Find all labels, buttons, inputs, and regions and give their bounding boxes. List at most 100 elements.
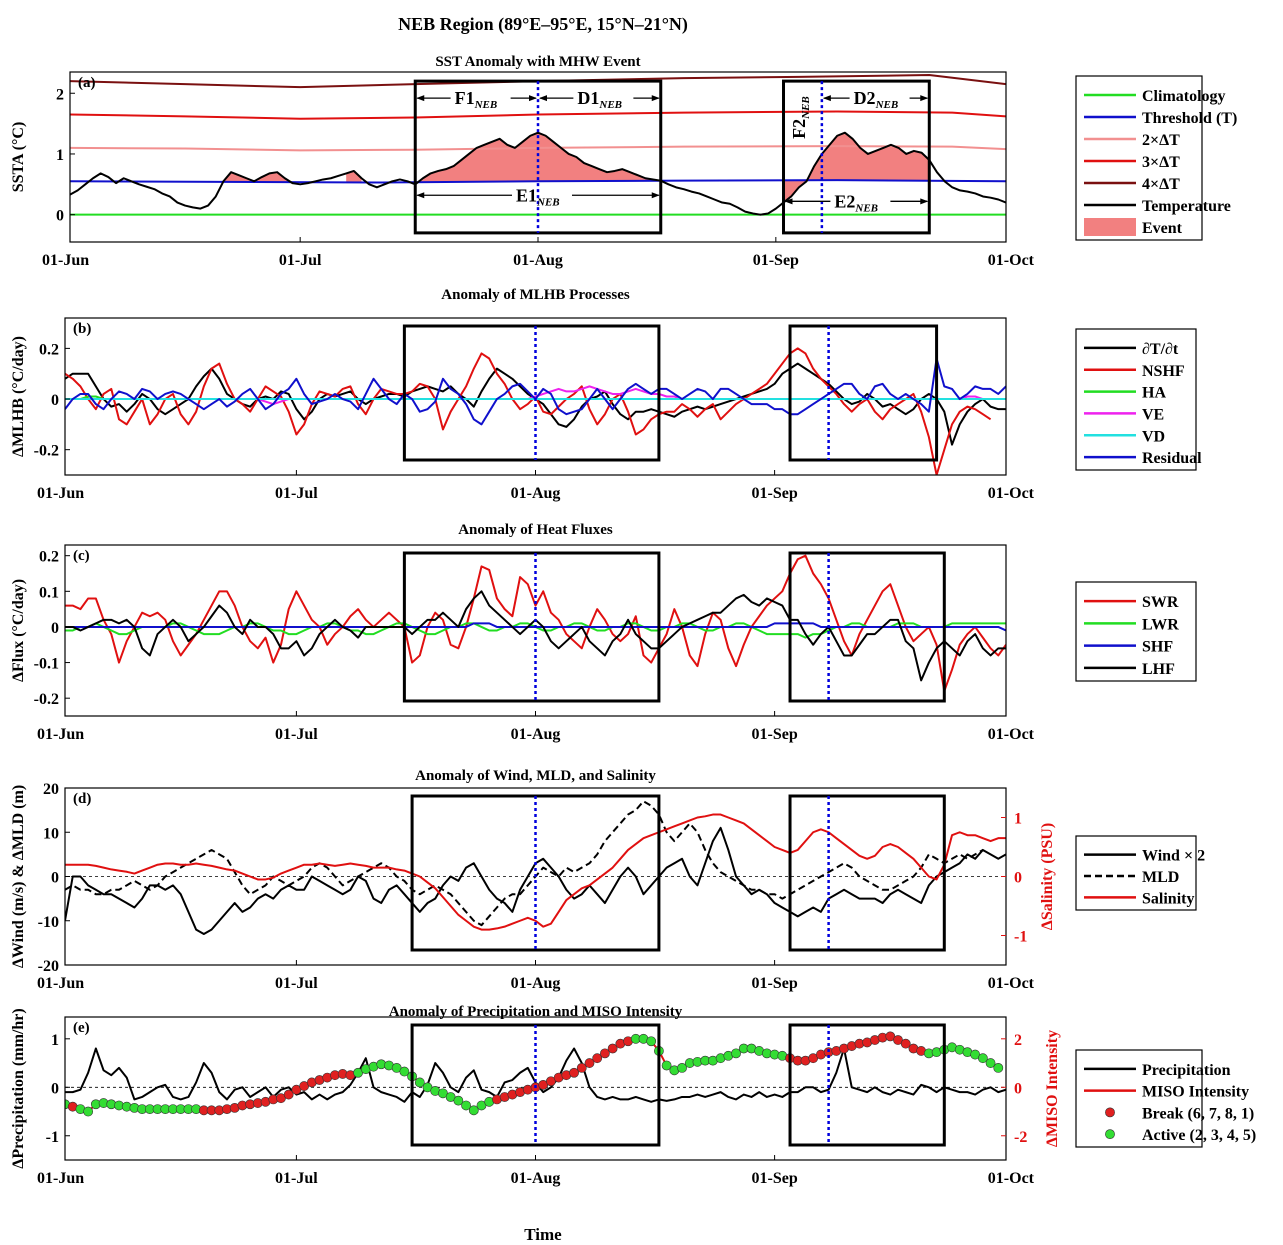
legend-box (1075, 1049, 1203, 1148)
y-tick-label: -10 (38, 914, 59, 931)
legend-entry: LHF (1084, 661, 1175, 678)
legend-label: Salinity (1142, 890, 1194, 907)
series-line-threshold-t- (70, 179, 1006, 184)
plot-area (65, 554, 1006, 693)
annotation-label: F1NEB (455, 88, 498, 111)
legend-label: 3×ΔT (1142, 154, 1180, 171)
x-tick-label: 01-Sep (751, 485, 797, 502)
annotation-subscript: NEB (800, 96, 812, 120)
y-right-tick-label: 1 (1014, 811, 1022, 828)
y-tick-label: 1 (51, 1032, 59, 1049)
panel-d: Anomaly of Wind, MLD, and Salinity-20-10… (10, 768, 1205, 992)
legend-label: Threshold (T) (1142, 110, 1237, 127)
y-right-tick-label: -2 (1014, 1129, 1027, 1146)
legend-label: LWR (1142, 616, 1179, 633)
legend-entry: Event (1084, 218, 1183, 237)
arrow-head (416, 192, 425, 199)
legend-entry: VD (1084, 428, 1165, 445)
event-box (788, 794, 946, 952)
miso-phase-point (900, 1038, 911, 1049)
series-line-salinity (65, 813, 1006, 931)
miso-phase-point (569, 1067, 579, 1078)
y-right-tick-label: 0 (1014, 870, 1022, 887)
panel-title: Anomaly of Precipitation and MISO Intens… (389, 1004, 683, 1020)
x-tick-label: 01-Jun (37, 1170, 84, 1187)
annotation-subscript: NEB (598, 99, 622, 111)
arrow-head (920, 198, 929, 205)
annotation-label: E2NEB (834, 191, 878, 214)
legend-label: MISO Intensity (1142, 1084, 1249, 1101)
legend-entry: Wind × 2 (1084, 848, 1205, 865)
legend-label: LHF (1142, 661, 1175, 678)
legend-entry: SHF (1084, 639, 1173, 656)
miso-phase-point (584, 1058, 595, 1068)
legend-label: SHF (1142, 639, 1173, 656)
x-tick-label: 01-Sep (753, 252, 799, 269)
y-tick-label: 0.1 (39, 584, 59, 601)
legend-entry: MLD (1084, 869, 1179, 886)
legend-entry: Active (2, 3, 4, 5) (1105, 1127, 1256, 1144)
event-fill (783, 132, 930, 203)
legend-label: 2×ΔT (1142, 132, 1180, 149)
panel-label: (a) (78, 75, 96, 91)
x-tick-label: 01-Jun (42, 252, 89, 269)
panel-e: Anomaly of Precipitation and MISO Intens… (10, 1004, 1256, 1187)
event-box (782, 79, 931, 235)
series-line-nshf (65, 347, 992, 475)
panel-c: Anomaly of Heat Fluxes -0.2 -0.1 0 0.1 0.2 ΔFl… (10, 522, 1197, 743)
legend-label: Wind × 2 (1142, 848, 1205, 865)
series-line-swr (65, 554, 1006, 693)
y-right-axis-label: ΔMISO Intensity (1044, 1030, 1061, 1147)
y-tick-label: -20 (38, 958, 59, 975)
legend-entry: Threshold (T) (1084, 110, 1237, 127)
arrow-head (529, 95, 537, 102)
legend-entry: Salinity (1084, 890, 1194, 907)
y-axis-label: ΔMLHB (°C/day) (10, 336, 27, 457)
y-tick-label: 0 (51, 1080, 59, 1097)
x-tick-label: 01-Aug (511, 975, 561, 992)
annotation-label: E1NEB (516, 185, 560, 208)
panel-label: (c) (73, 548, 90, 564)
series-line-temperature (70, 131, 1006, 216)
miso-phase-point (607, 1043, 618, 1054)
legend-entry: HA (1084, 385, 1166, 402)
plot-frame (64, 544, 1007, 717)
y-tick-label: -0.2 (34, 691, 59, 708)
y-axis-label: ΔFlux (°C/day) (10, 579, 27, 682)
annotation-label: D1NEB (577, 88, 622, 111)
miso-phase-point (661, 1060, 672, 1071)
legend-label: Break (6, 7, 8, 1) (1142, 1105, 1254, 1122)
arrow-head (651, 192, 660, 199)
event-box (788, 1023, 946, 1147)
arrow-head (822, 95, 831, 102)
miso-phase-point (977, 1053, 988, 1064)
panel-b: Anomaly of MLHB Processes -0.2 0 0.2 ΔMLHB (… (10, 287, 1202, 502)
event-box (788, 324, 939, 462)
legend-entry: NSHF (1084, 363, 1185, 380)
series-line-3-t (70, 110, 1006, 120)
y-tick-label: 1 (56, 147, 64, 164)
y-axis-label: SSTA (°C) (10, 122, 27, 193)
y-tick-label: -0.1 (34, 656, 59, 673)
y-right-tick-label: -1 (1014, 929, 1027, 946)
legend-entry: ∂T/∂t (1084, 341, 1179, 358)
miso-phase-point (592, 1053, 603, 1064)
x-tick-label: 01-Jul (275, 726, 318, 743)
arrow-head (920, 95, 929, 102)
annotation-subscript: NEB (875, 99, 899, 111)
miso-phase-point (453, 1095, 464, 1106)
legend-label: Active (2, 3, 4, 5) (1142, 1127, 1256, 1144)
miso-phase-point (993, 1062, 1004, 1073)
x-tick-label: 01-Oct (988, 975, 1035, 992)
panel-title: Anomaly of Heat Fluxes (458, 522, 613, 538)
legend-box (1075, 328, 1197, 471)
event-box (402, 324, 661, 462)
event-fill (346, 170, 362, 183)
annotation-subscript: NEB (474, 99, 498, 111)
legend-entry: Residual (1084, 450, 1202, 467)
x-tick-label: 01-Jun (37, 485, 84, 502)
y-tick-label: 0 (56, 208, 64, 225)
x-tick-label: 01-Oct (988, 252, 1035, 269)
miso-phase-point (283, 1089, 294, 1100)
